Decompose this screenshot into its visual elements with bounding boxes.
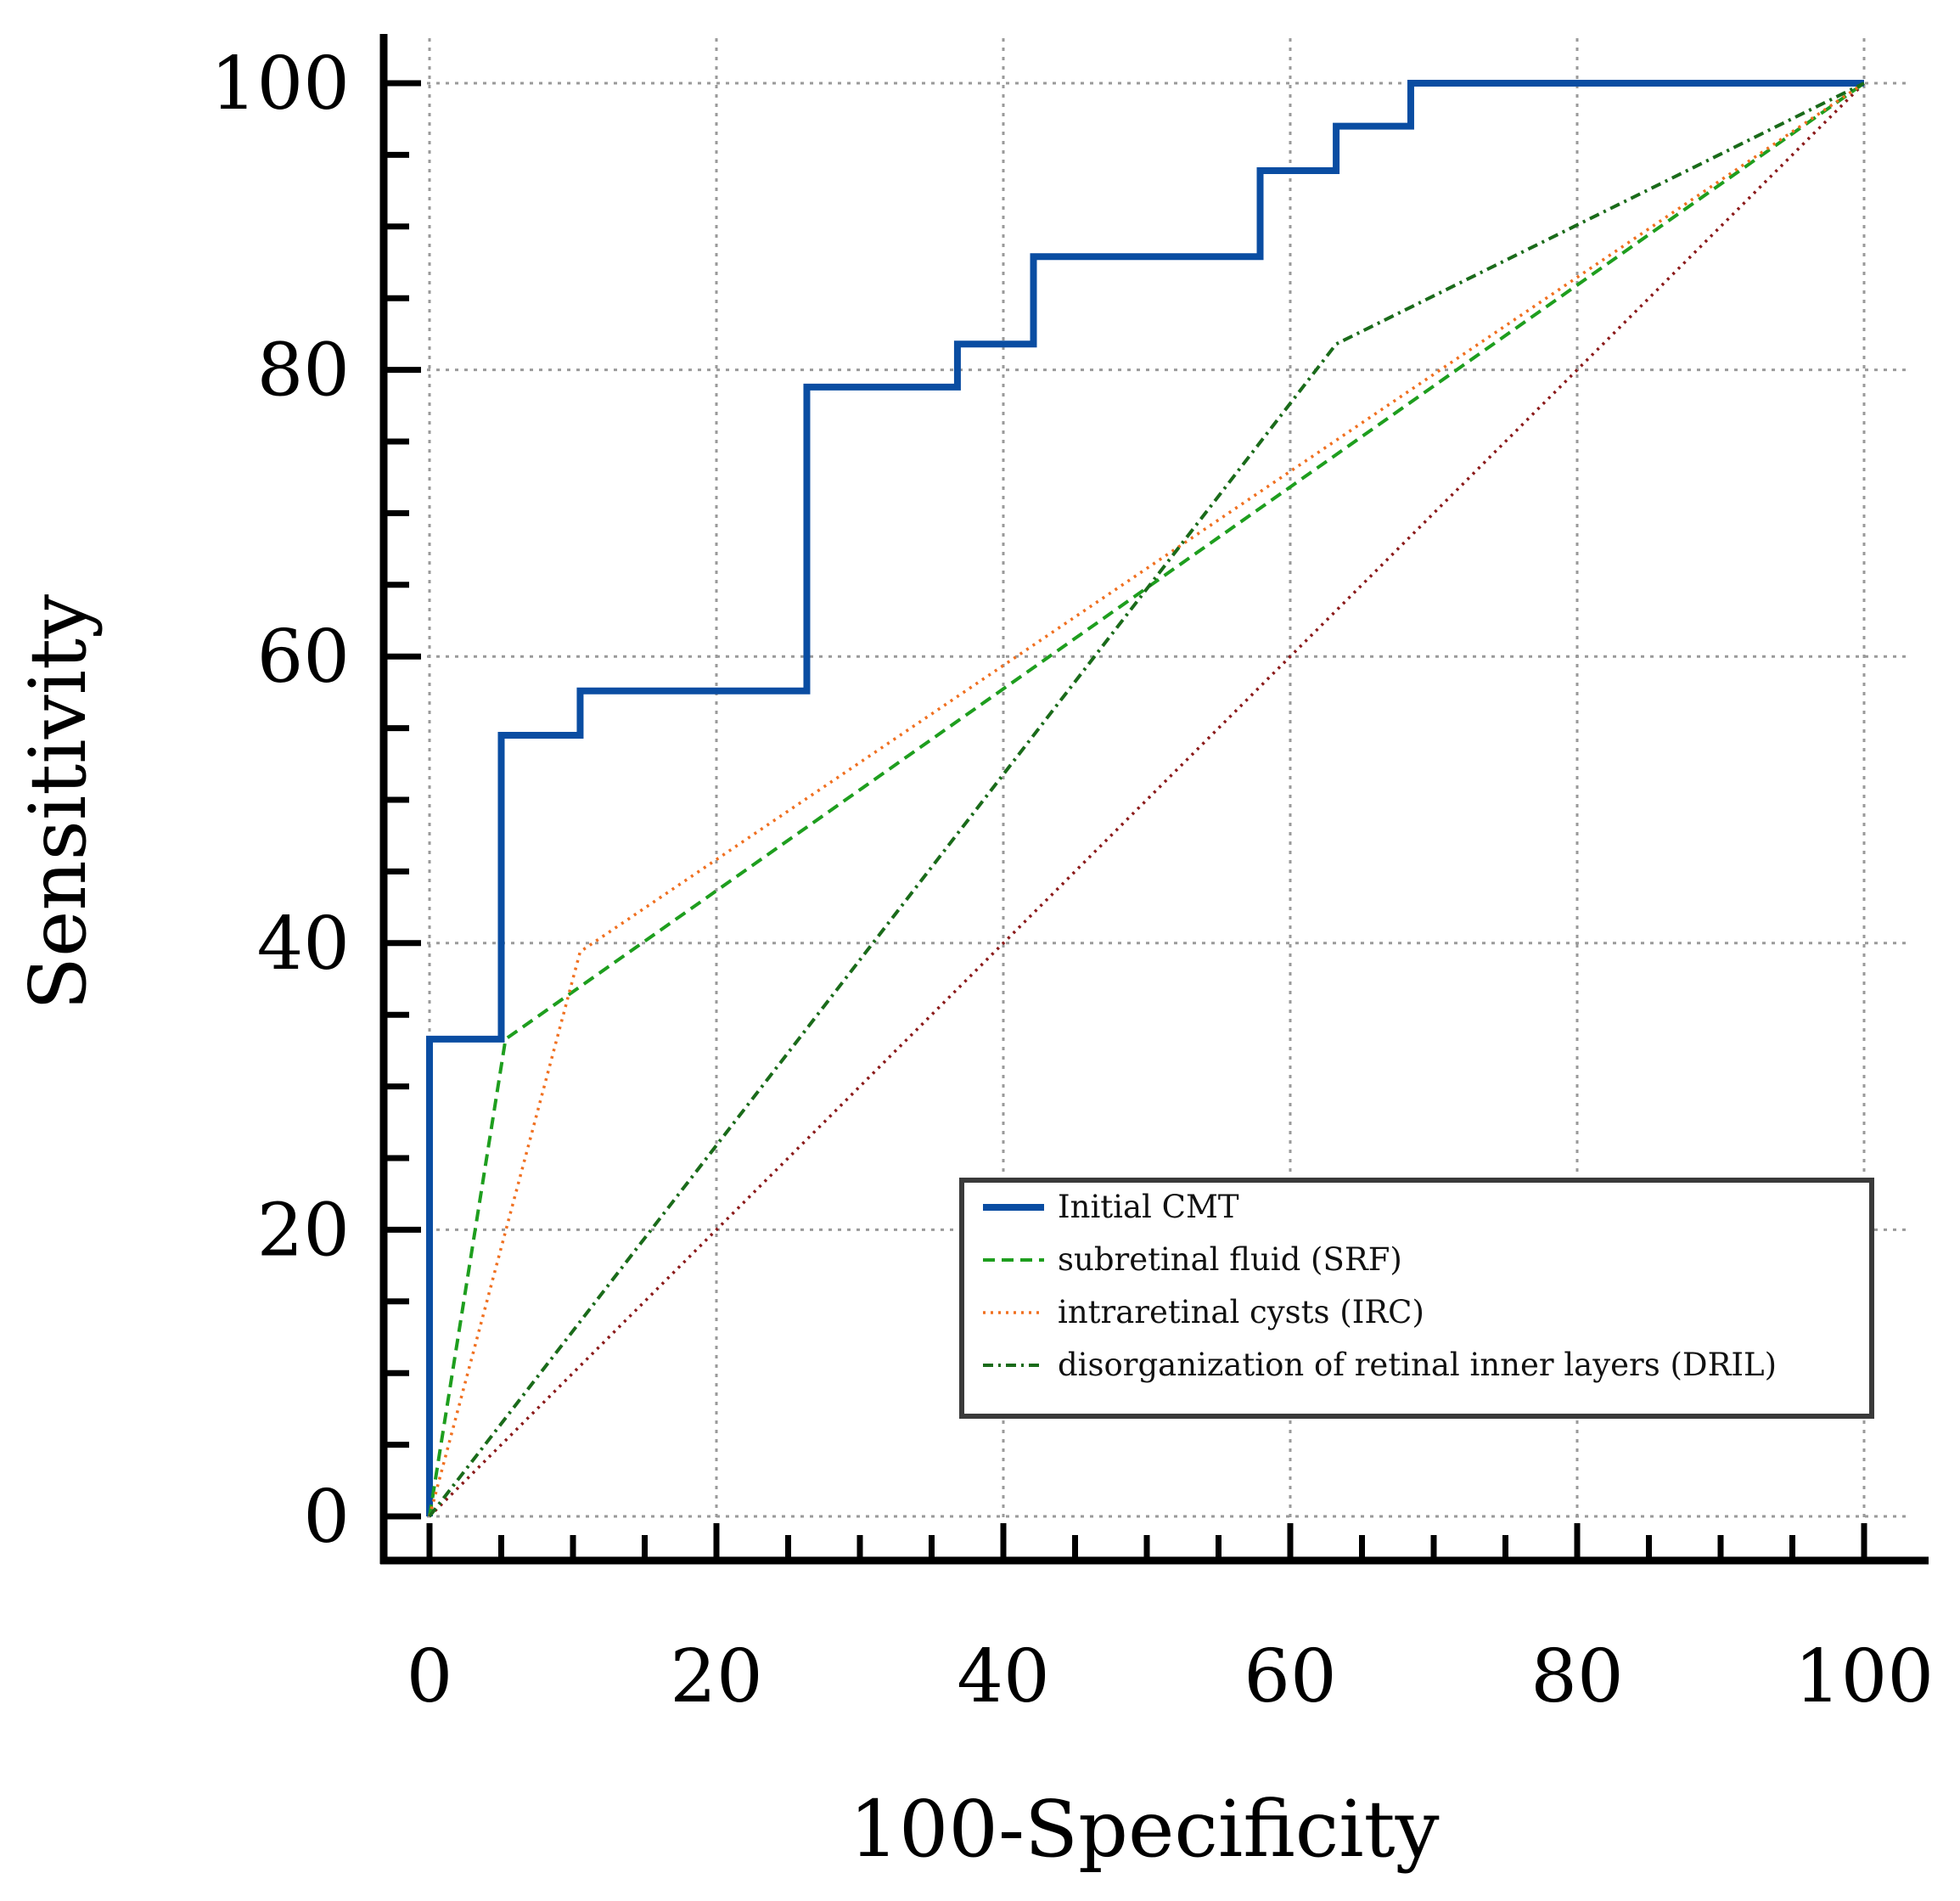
x-tick-label-100: 100 (1794, 1634, 1934, 1719)
series-line-subretinal-fluid-srf (428, 82, 1866, 1517)
series-line-reference (428, 82, 1866, 1518)
legend-label-0: Initial CMT (1058, 1189, 1239, 1225)
legend: Initial CMT subretinal fluid (SRF) intrare… (959, 1178, 1874, 1419)
x-tick-label-60: 60 (1244, 1634, 1336, 1719)
tick-labels: 0 20 40 60 80 100 0 20 40 60 80 100 (211, 42, 1934, 1719)
y-tick-label-0: 0 (303, 1475, 350, 1560)
series-lines (426, 80, 1866, 1518)
series-line-initial-cmt (426, 80, 1864, 1516)
x-tick-label-0: 0 (407, 1634, 453, 1719)
legend-box (959, 1178, 1874, 1419)
axis-ticks (384, 80, 1867, 1561)
y-tick-label-60: 60 (257, 615, 350, 700)
y-tick-label-20: 20 (257, 1188, 350, 1273)
x-axis-title: 100-Specificity (849, 1784, 1439, 1875)
y-tick-label-80: 80 (257, 329, 350, 413)
legend-label-3: disorganization of retinal inner layers … (1058, 1347, 1777, 1383)
legend-label-1: subretinal fluid (SRF) (1058, 1241, 1402, 1278)
y-axis-title: Sensitivity (13, 594, 104, 1010)
x-tick-label-80: 80 (1530, 1634, 1623, 1719)
y-tick-label-100: 100 (211, 42, 350, 127)
x-tick-label-40: 40 (957, 1634, 1049, 1719)
legend-label-2: intraretinal cysts (IRC) (1058, 1294, 1424, 1330)
x-tick-label-20: 20 (670, 1634, 762, 1719)
y-tick-label-40: 40 (257, 902, 350, 987)
